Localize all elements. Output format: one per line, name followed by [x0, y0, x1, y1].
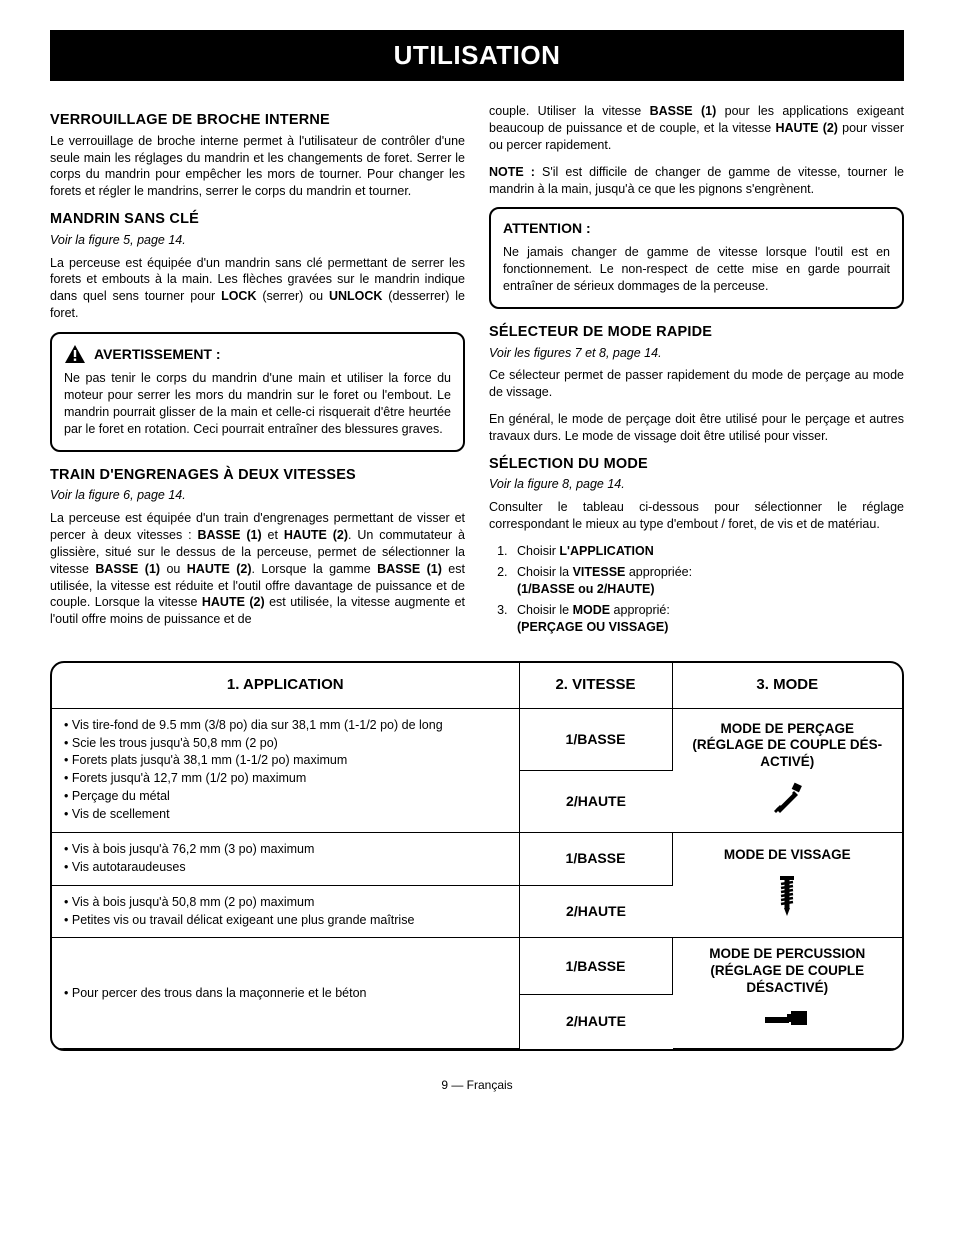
cell-mode-screwing: MODE DE VISSAGE: [673, 833, 903, 939]
selection-table: 1. APPLICATION 2. VITESSE 3. MODE Vis ti…: [50, 661, 904, 1051]
para-quick-mode-1: Ce sélecteur permet de passer rapidement…: [489, 367, 904, 401]
warning-box: AVERTISSEMENT : Ne pas tenir le corps du…: [50, 332, 465, 452]
figure-ref-7-8: Voir les figures 7 et 8, page 14.: [489, 345, 904, 362]
app-list-item: Petites vis ou travail délicat exigeant …: [78, 912, 507, 929]
page-footer: 9 — Français: [50, 1077, 904, 1093]
left-column: VERROUILLAGE DE BROCHE INTERNE Le verrou…: [50, 103, 465, 639]
cell-speed-low: 1/BASSE: [520, 709, 673, 771]
note-label: NOTE :: [489, 165, 535, 179]
app-list-item: Vis à bois jusqu'à 76,2 mm (3 po) maximu…: [78, 841, 507, 858]
right-column: couple. Utiliser la vitesse BASSE (1) po…: [489, 103, 904, 639]
caution-title: ATTENTION :: [503, 219, 890, 238]
app-list-item: Scie les trous jusqu'à 50,8 mm (2 po): [78, 735, 507, 752]
warning-title: AVERTISSEMENT :: [94, 345, 221, 364]
warning-heading: AVERTISSEMENT :: [64, 344, 451, 364]
steps-list: Choisir L'APPLICATION Choisir la VITESSE …: [489, 543, 904, 635]
app-list-item: Vis à bois jusqu'à 50,8 mm (2 po) maximu…: [78, 894, 507, 911]
cell-mode-drilling: MODE DE PERÇAGE (RÉGLAGE DE COUPLE DÉS­A…: [673, 709, 903, 833]
table-row: • Pour percer des trous dans la maçonner…: [52, 938, 902, 994]
figure-ref-8: Voir la figure 8, page 14.: [489, 476, 904, 493]
figure-ref-5: Voir la figure 5, page 14.: [50, 232, 465, 249]
cell-app-screw-1: Vis à bois jusqu'à 76,2 mm (3 po) maximu…: [52, 833, 520, 886]
app-list-item: Vis autotaraudeuses: [78, 859, 507, 876]
heading-quick-mode: SÉLECTEUR DE MODE RAPIDE: [489, 323, 904, 343]
table-row: Vis tire-fond de 9.5 mm (3/8 po) dia sur…: [52, 709, 902, 771]
cell-speed-low: 1/BASSE: [520, 833, 673, 886]
note-body: S'il est difficile de changer de gamme d…: [489, 165, 904, 196]
caution-box: ATTENTION : Ne jamais changer de gamme d…: [489, 207, 904, 309]
cell-speed-high: 2/HAUTE: [520, 771, 673, 833]
drill-bit-icon: [685, 781, 891, 820]
cell-speed-high: 2/HAUTE: [520, 995, 673, 1049]
heading-keyless-chuck: MANDRIN SANS CLÉ: [50, 210, 465, 230]
para-continuation: couple. Utiliser la vitesse BASSE (1) po…: [489, 103, 904, 154]
mode-drilling-label: MODE DE PERÇAGE (RÉGLAGE DE COUPLE DÉS­A…: [685, 721, 891, 772]
cell-speed-low: 1/BASSE: [520, 938, 673, 994]
header-vitesse: 2. VITESSE: [520, 663, 673, 708]
text-chuck-b: (serrer) ou: [257, 289, 329, 303]
cell-app-hammer: • Pour percer des trous dans la maçonner…: [52, 938, 520, 1049]
table-header-row: 1. APPLICATION 2. VITESSE 3. MODE: [52, 663, 902, 708]
para-note: NOTE : S'il est difficile de changer de …: [489, 164, 904, 198]
header-mode: 3. MODE: [673, 663, 903, 708]
step-item: Choisir L'APPLICATION: [511, 543, 904, 560]
page-banner: UTILISATION: [50, 30, 904, 81]
heading-gear-train: TRAIN D'ENGRENAGES À DEUX VITESSES: [50, 466, 465, 486]
cell-mode-hammer: MODE DE PERCUSSION (RÉGLAGE DE COUPLE DÉ…: [673, 938, 903, 1049]
step-item: Choisir le MODE approprié:(PERÇAGE OU VI…: [511, 602, 904, 636]
para-keyless-chuck: La perceuse est équipée d'un mandrin san…: [50, 255, 465, 323]
warning-body: Ne pas tenir le corps du mandrin d'une m…: [64, 370, 451, 438]
text-lock: LOCK: [221, 289, 256, 303]
cell-app-screw-2: Vis à bois jusqu'à 50,8 mm (2 po) maximu…: [52, 886, 520, 939]
app-list-item: Forets jusqu'à 12,7 mm (1/2 po) maximum: [78, 770, 507, 787]
para-gear-train: La perceuse est équipée d'un train d'eng…: [50, 510, 465, 628]
figure-ref-6: Voir la figure 6, page 14.: [50, 487, 465, 504]
app-list-item: Forets plats jusqu'à 38,1 mm (1-1/2 po) …: [78, 752, 507, 769]
warning-triangle-icon: [64, 344, 86, 364]
table-row: Vis à bois jusqu'à 76,2 mm (3 po) maximu…: [52, 833, 902, 886]
heading-spindle-lock: VERROUILLAGE DE BROCHE INTERNE: [50, 111, 465, 131]
para-mode-select: Consulter le tableau ci-dessous pour sél…: [489, 499, 904, 533]
para-spindle-lock: Le verrouillage de broche interne permet…: [50, 133, 465, 201]
step-item: Choisir la VITESSE appropriée:(1/BASSE o…: [511, 564, 904, 598]
screw-icon: [685, 874, 891, 923]
text-unlock: UNLOCK: [329, 289, 382, 303]
app-list-item: Vis tire-fond de 9.5 mm (3/8 po) dia sur…: [78, 717, 507, 734]
two-column-layout: VERROUILLAGE DE BROCHE INTERNE Le verrou…: [50, 103, 904, 639]
cell-app-drilling: Vis tire-fond de 9.5 mm (3/8 po) dia sur…: [52, 709, 520, 833]
cell-speed-high: 2/HAUTE: [520, 886, 673, 939]
app-list-item: Perçage du métal: [78, 788, 507, 805]
heading-mode-select: SÉLECTION DU MODE: [489, 455, 904, 475]
para-quick-mode-2: En général, le mode de perçage doit être…: [489, 411, 904, 445]
caution-body: Ne jamais changer de gamme de vitesse lo…: [503, 244, 890, 295]
header-application: 1. APPLICATION: [52, 663, 520, 708]
mode-hammer-label: MODE DE PERCUSSION (RÉGLAGE DE COUPLE DÉ…: [685, 946, 891, 997]
app-list-item: Vis de scellement: [78, 806, 507, 823]
hammer-icon: [685, 1007, 891, 1040]
mode-screwing-label: MODE DE VISSAGE: [685, 847, 891, 864]
